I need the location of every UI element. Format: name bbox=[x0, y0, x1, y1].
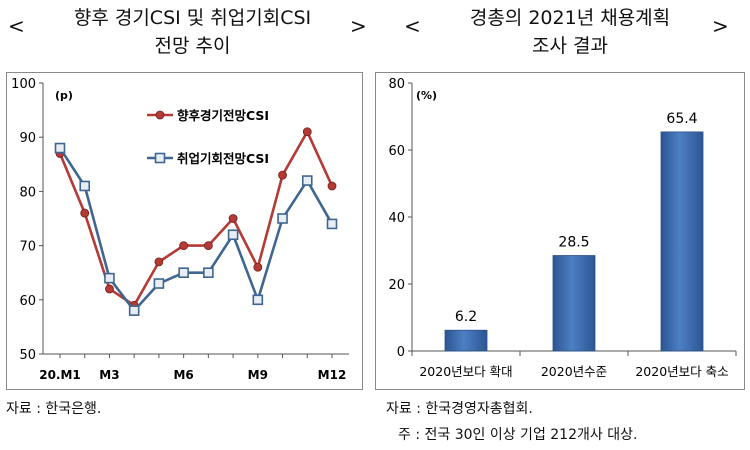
series-line-2 bbox=[58, 147, 334, 313]
series-2-point bbox=[227, 229, 239, 241]
y-tick-label: 70 bbox=[19, 240, 36, 255]
legend-marker-1 bbox=[155, 110, 165, 120]
series-2-point bbox=[326, 218, 338, 230]
series-2-point bbox=[178, 267, 189, 278]
y-tick-label: 60 bbox=[388, 144, 405, 159]
x-tick-label: M6 bbox=[173, 368, 193, 382]
line-chart-frame: 50 60 70 80 90 100 20.M1 M3 M6 M9 M12 (p) 향후경기전망CSI 취… bbox=[6, 72, 363, 390]
y-tick-label: 80 bbox=[19, 185, 36, 200]
series-2-point bbox=[54, 142, 66, 154]
x-tick-label: M12 bbox=[318, 368, 347, 382]
x-tick-label: 20.M1 bbox=[39, 368, 81, 382]
y-tick-label: 80 bbox=[388, 77, 405, 92]
y-tick-label: 100 bbox=[11, 77, 36, 92]
y-tick-label: 40 bbox=[388, 211, 405, 226]
bar-chart-note: 주 : 전국 30인 이상 기업 212개사 대상. bbox=[398, 427, 638, 443]
series-1-point bbox=[80, 208, 90, 218]
series-2-point bbox=[79, 180, 91, 192]
series-2-point bbox=[153, 278, 165, 289]
y-unit-label: (%) bbox=[416, 89, 437, 102]
series-1-point bbox=[327, 181, 337, 191]
bar-title-bracket-left: < bbox=[404, 14, 421, 38]
series-1-point bbox=[203, 241, 213, 251]
series-2-point bbox=[203, 267, 214, 278]
series-1-point bbox=[179, 241, 189, 251]
bar-data-label: 28.5 bbox=[558, 235, 589, 251]
y-unit-label: (p) bbox=[55, 89, 73, 102]
bar-chart-frame: 0 20 40 60 80 (%) 6.2 2020년보다 확대 28.5 2020년수준 65.4… bbox=[375, 72, 745, 390]
y-tick-label: 20 bbox=[388, 278, 405, 293]
series-2-point bbox=[277, 213, 288, 224]
bar-chart: 0 20 40 60 80 (%) 6.2 2020년보다 확대 28.5 2020년수준 65.4… bbox=[388, 77, 737, 379]
series-1-point bbox=[302, 127, 312, 137]
x-tick-label: M3 bbox=[99, 368, 119, 382]
y-tick-label: 60 bbox=[19, 294, 36, 309]
line-chart-title: 향후 경기CSI 및 취업기회CSI 전망 추이 bbox=[73, 7, 312, 57]
x-category-label: 2020년보다 확대 bbox=[419, 364, 512, 379]
x-category-label: 2020년수준 bbox=[541, 364, 607, 379]
legend-marker-2 bbox=[154, 152, 166, 164]
title-bracket-left: < bbox=[8, 14, 25, 38]
y-tick-label: 50 bbox=[19, 348, 36, 363]
x-category-label: 2020년보다 축소 bbox=[635, 364, 728, 379]
series-1-point bbox=[278, 170, 287, 180]
bar-title-bracket-right: > bbox=[712, 14, 729, 38]
legend-label-1: 향후경기전망CSI bbox=[177, 108, 269, 123]
series-2-point bbox=[104, 272, 115, 284]
line-chart-source: 자료 : 한국은행. bbox=[6, 401, 102, 417]
series-2-point bbox=[301, 175, 313, 186]
y-tick-label: 90 bbox=[19, 131, 36, 146]
series-1-point bbox=[228, 214, 238, 223]
bar-data-label: 6.2 bbox=[455, 309, 477, 325]
series-2-point bbox=[128, 305, 140, 316]
bar-chart-source: 자료 : 한국경영자총협회. bbox=[386, 401, 533, 417]
legend-label-2: 취업기회전망CSI bbox=[177, 151, 269, 166]
y-tick-label: 0 bbox=[397, 345, 405, 360]
bar-data-label: 65.4 bbox=[666, 111, 697, 127]
bar bbox=[444, 329, 488, 352]
series-1-point bbox=[154, 257, 164, 267]
bar bbox=[552, 255, 596, 352]
series-1-point bbox=[253, 262, 263, 272]
x-tick-label: M9 bbox=[248, 368, 268, 382]
series-1-point bbox=[105, 284, 114, 294]
bar bbox=[660, 131, 704, 352]
bar-chart-title: 경총의 2021년 채용계획 조사 결과 bbox=[469, 7, 671, 57]
series-2-point bbox=[252, 294, 264, 306]
title-bracket-right: > bbox=[350, 14, 367, 38]
line-chart: 50 60 70 80 90 100 20.M1 M3 M6 M9 M12 (p) 향후경기전망CSI 취… bbox=[11, 77, 349, 382]
